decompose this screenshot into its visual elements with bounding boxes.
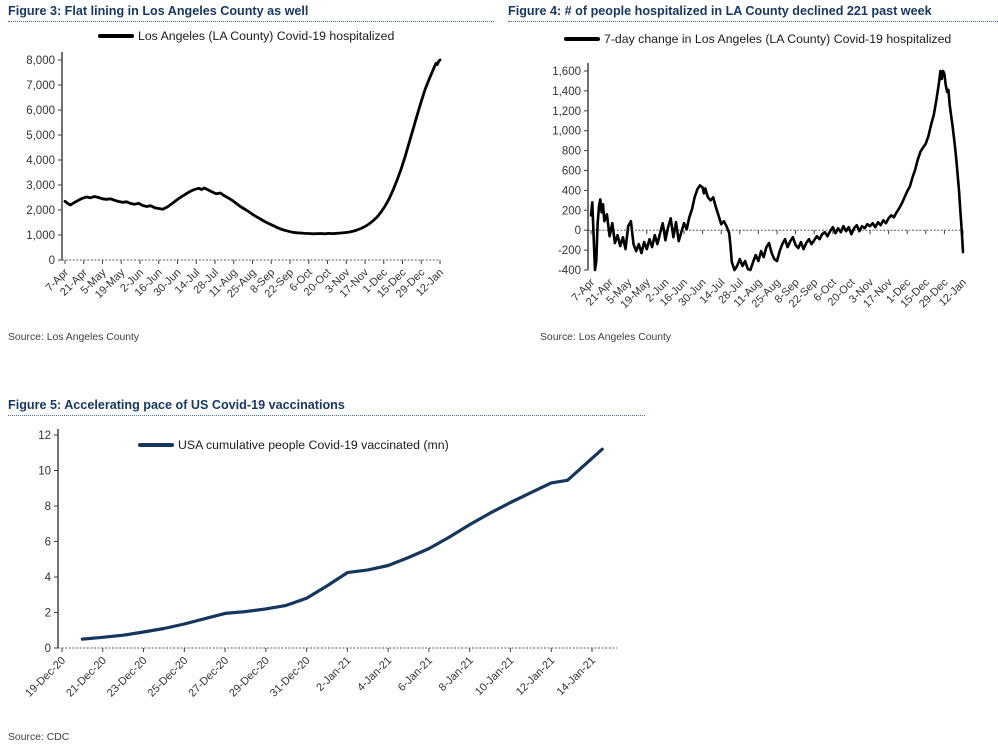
figure-3: Figure 3: Flat lining in Los Angeles Cou… [8, 4, 494, 343]
x-tick-label: 12-Jan-21 [514, 655, 558, 699]
figure-4-chart: -400 -200 0 200 400 600 800 1,000 1,200 1,400 1,60… [552, 63, 969, 311]
y-tick-label: 1,000 [26, 230, 55, 242]
y-tick-label: 2 [45, 608, 51, 620]
legend-line-swatch [564, 37, 600, 41]
x-tick-label: 29-Dec-20 [227, 655, 272, 700]
x-tick-label: 4-Jan-21 [355, 655, 394, 694]
y-tick-label: 5,000 [26, 130, 55, 142]
figure-3-chart: 0 1,000 2,000 3,000 4,000 5,000 6,000 7,000 8,00… [26, 52, 446, 301]
x-axis: 19-Dec-2021-Dec-2023-Dec-2025-Dec-2027-D… [23, 647, 617, 700]
y-tick-label: 200 [562, 205, 581, 217]
x-axis: 7-Apr21-Apr5-May19-May2-Jun16-Jun30-Jun1… [44, 259, 446, 301]
y-tick-label: 0 [49, 255, 55, 267]
figure-3-source: Source: Los Angeles County [8, 332, 140, 343]
y-tick-label: -200 [558, 245, 581, 257]
y-tick-label: 6 [45, 537, 51, 549]
x-tick-label: 10-Jan-21 [473, 655, 517, 699]
x-tick-label: 27-Dec-20 [186, 655, 231, 700]
figure-4-chart-area: 7-day change in Los Angeles (LA County) … [508, 22, 998, 327]
legend-line-swatch [98, 34, 134, 38]
y-tick-label: 4,000 [26, 155, 55, 167]
legend-label: Los Angeles (LA County) Covid-19 hospita… [138, 29, 395, 43]
y-tick-label: 8,000 [26, 55, 55, 67]
y-tick-label: 600 [562, 166, 581, 178]
x-tick-label: 6-Jan-21 [396, 655, 435, 694]
series-line [589, 69, 965, 272]
y-tick-label: 1,200 [552, 106, 581, 118]
figure-5-title: Figure 5: Accelerating pace of US Covid-… [8, 398, 645, 416]
figure-4-legend: 7-day change in Los Angeles (LA County) … [564, 32, 951, 46]
series-line [80, 447, 604, 641]
y-tick-label: 3,000 [26, 180, 55, 192]
y-axis: -400 -200 0 200 400 600 800 1,000 1,200 1,400 1,60… [552, 63, 589, 277]
figure-3-chart-area: Los Angeles (LA County) Covid-19 hospita… [8, 22, 494, 327]
figure-3-legend: Los Angeles (LA County) Covid-19 hospita… [98, 29, 394, 43]
figure-5-legend: USA cumulative people Covid-19 vaccinate… [138, 438, 449, 452]
x-tick-label: 21-Dec-20 [64, 655, 109, 700]
y-tick-label: 0 [45, 643, 51, 655]
legend-label: 7-day change in Los Angeles (LA County) … [604, 32, 952, 46]
y-tick-label: 800 [562, 146, 581, 158]
figure-4-title: Figure 4: # of people hospitalized in LA… [508, 4, 998, 22]
figure-5: Figure 5: Accelerating pace of US Covid-… [8, 398, 993, 743]
x-tick-label: 8-Jan-21 [437, 655, 476, 694]
y-tick-label: 8 [45, 501, 51, 513]
series-line [63, 58, 442, 236]
y-axis: 0 2 4 6 8 10 12 [38, 429, 59, 655]
legend-label: USA cumulative people Covid-19 vaccinate… [178, 438, 449, 452]
figure-4-source: Source: Los Angeles County [540, 332, 672, 343]
legend-line-swatch [138, 443, 174, 447]
y-axis: 0 1,000 2,000 3,000 4,000 5,000 6,000 7,000 8,00… [26, 52, 63, 267]
figure-5-chart-area: USA cumulative people Covid-19 vaccinate… [8, 416, 993, 727]
y-tick-label: 10 [38, 466, 51, 478]
y-tick-label: 1,600 [552, 66, 581, 78]
x-tick-label: 31-Dec-20 [268, 655, 313, 700]
y-tick-label: 4 [45, 572, 52, 584]
y-tick-label: -400 [558, 265, 581, 277]
figure-5-source: Source: CDC [8, 732, 70, 743]
x-tick-label: 25-Dec-20 [146, 655, 191, 700]
figure-4: Figure 4: # of people hospitalized in LA… [508, 4, 998, 343]
y-tick-label: 1,400 [552, 86, 581, 98]
y-tick-label: 7,000 [26, 80, 55, 92]
figure-3-title: Figure 3: Flat lining in Los Angeles Cou… [8, 4, 494, 22]
figure-5-chart: 0 2 4 6 8 10 12 19-Dec-2021-Dec-2023-Dec-2025-D… [23, 429, 617, 700]
x-tick-label: 14-Jan-21 [555, 655, 599, 699]
y-tick-label: 2,000 [26, 205, 55, 217]
x-tick-label: 23-Dec-20 [105, 655, 150, 700]
y-tick-label: 400 [562, 185, 581, 197]
y-tick-label: 12 [38, 430, 51, 442]
x-tick-label: 19-Dec-20 [23, 655, 68, 700]
y-tick-label: 0 [575, 225, 581, 237]
y-tick-label: 6,000 [26, 105, 55, 117]
y-tick-label: 1,000 [552, 126, 581, 138]
x-tick-label: 2-Jan-21 [314, 655, 353, 694]
